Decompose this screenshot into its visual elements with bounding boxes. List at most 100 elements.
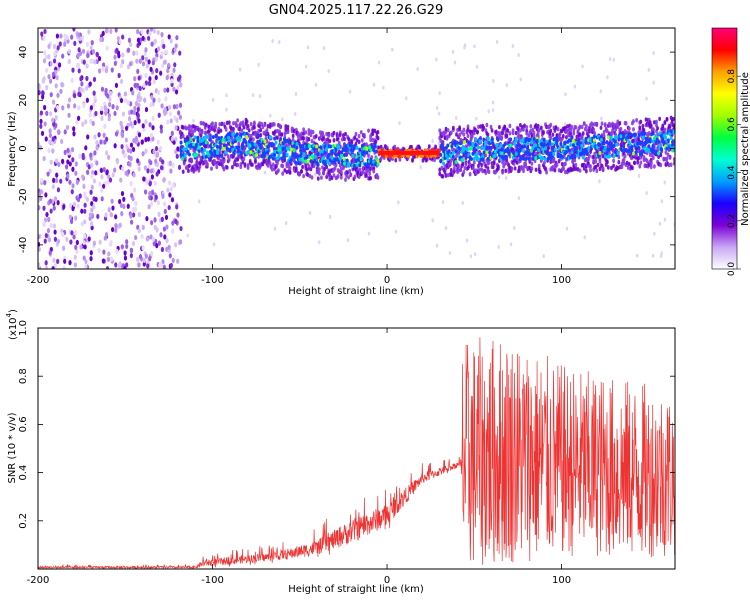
spectrogram-band-core <box>672 130 675 135</box>
spectrogram-noise-cell <box>75 179 80 185</box>
spectrogram-noise-cell <box>73 254 77 260</box>
spectrogram-noise-cell <box>110 198 114 204</box>
spectrogram-band-core <box>298 161 302 166</box>
spectrogram-faint-cell <box>284 221 288 226</box>
spectrogram-noise-cell <box>106 179 110 185</box>
spectrogram-noise-cell <box>93 150 97 156</box>
spectrogram-noise-cell <box>154 194 158 200</box>
spectrogram-noise-cell <box>119 177 123 183</box>
spectrogram-band-halo <box>284 130 288 135</box>
spectrogram-band-halo <box>300 131 303 136</box>
spectrogram-band-halo <box>589 167 592 173</box>
spectrogram-noise-cell <box>149 132 154 138</box>
spectrogram-band-halo <box>593 122 597 127</box>
spectrogram-noise-cell <box>40 130 45 137</box>
spectrogram-band-halo <box>214 124 218 130</box>
spectrogram-noise-cell <box>149 66 153 72</box>
spectrogram-noise-cell <box>99 109 104 115</box>
spectrogram-band-core <box>570 153 574 158</box>
spectrogram-band-core <box>598 142 602 147</box>
spectrogram-noise-cell <box>141 224 145 231</box>
spectrogram-faint-cell <box>258 94 262 99</box>
spectrogram-noise-cell <box>137 262 141 268</box>
spectrogram-band-core <box>183 152 187 157</box>
spectrogram-band-core <box>567 148 571 153</box>
spectrogram-band-core <box>485 150 489 155</box>
spectrogram-band-core <box>299 148 303 153</box>
spectrogram-noise-cell <box>68 260 72 266</box>
svg-text:(x104): (x104) <box>5 309 19 340</box>
spectrogram-band-core <box>241 142 245 147</box>
spectrogram-noise-cell <box>118 261 122 267</box>
spectrogram-band-core <box>592 138 596 143</box>
spectrogram-band-core <box>612 144 616 149</box>
spectrogram-band-core <box>204 154 208 159</box>
spectrogram-band-halo <box>602 133 606 139</box>
spectrogram-noise-cell <box>127 37 132 43</box>
spectrogram-faint-cell <box>600 116 603 121</box>
spectrogram-faint-cell <box>454 115 458 120</box>
spectrogram-band-halo <box>584 168 588 174</box>
spectrogram-band-halo <box>517 137 521 142</box>
spectrogram-marks <box>38 28 675 269</box>
spectrogram-noise-cell <box>44 136 48 142</box>
spectrogram-band-core <box>559 141 563 146</box>
spectrogram-band-core <box>472 146 476 151</box>
spectrogram-noise-cell <box>100 105 104 112</box>
spectrogram-noise-cell <box>155 68 159 74</box>
spectrogram-noise-cell <box>47 147 51 154</box>
spectrogram-noise-cell <box>105 266 110 269</box>
spectrogram-band-core <box>472 157 476 162</box>
spectrogram-band-core <box>535 139 539 144</box>
spectrogram-noise-cell <box>151 236 156 242</box>
spectrogram-band-core <box>616 151 620 156</box>
spectrogram-noise-cell <box>136 37 141 43</box>
spectrogram-band-halo <box>265 139 269 144</box>
spectrogram-band-core <box>534 147 538 152</box>
spectrogram-band-halo <box>312 163 316 169</box>
spectrogram-noise-cell <box>92 90 96 96</box>
spectrogram-band-halo <box>280 132 284 137</box>
spectrogram-band-halo <box>326 137 330 142</box>
spectrogram-band-halo <box>641 123 645 129</box>
spectrogram-noise-cell <box>74 161 78 167</box>
spectrogram-noise-cell <box>56 104 60 111</box>
spectrogram-band-halo <box>355 137 359 143</box>
spectrogram-band-core <box>456 141 460 146</box>
spectrogram-band-core <box>328 144 332 149</box>
spectrogram-noise-cell <box>115 47 119 53</box>
spectrogram-noise-cell <box>137 91 141 97</box>
spectrogram-band-halo <box>236 157 240 162</box>
colorbar-label: Normalized spectral amplitude <box>740 72 750 226</box>
spectrogram-band-halo <box>276 128 279 134</box>
spectrogram-noise-cell <box>53 50 57 57</box>
spectrogram-band-halo <box>239 121 243 126</box>
spectrogram-band-core <box>521 156 525 161</box>
spectrogram-noise-cell <box>109 28 113 34</box>
spectrogram-band-halo <box>672 157 675 162</box>
spectrogram-noise-cell <box>119 78 124 84</box>
spectrogram-band-core <box>282 151 286 156</box>
spectrogram-noise-cell <box>129 41 133 48</box>
spectrogram-band-core <box>563 141 567 146</box>
spectrogram-band-halo <box>241 120 245 125</box>
snr-ytick-label: 0.8 <box>18 368 29 384</box>
spectrogram-noise-cell <box>98 181 102 187</box>
spectrogram-faint-cell <box>435 243 439 248</box>
spectrogram-band-halo <box>503 125 507 130</box>
spectrogram-band-halo <box>219 128 223 133</box>
spectrogram-noise-cell <box>126 203 130 209</box>
spectrogram-noise-cell <box>176 146 180 152</box>
spectrogram-noise-cell <box>115 248 119 254</box>
spectrogram-noise-cell <box>51 99 56 105</box>
spectrogram-band-halo <box>361 169 365 175</box>
spectrogram-band-core <box>204 140 208 145</box>
spectrogram-band-core <box>363 162 367 167</box>
spectrogram-noise-cell <box>51 184 55 190</box>
spectrogram-band-halo <box>286 129 290 135</box>
spectrogram-faint-cell <box>448 251 452 256</box>
spectrogram-band-halo <box>606 165 610 170</box>
spectrogram-noise-cell <box>176 212 180 218</box>
spectrogram-noise-cell <box>68 179 72 185</box>
spectrogram-noise-cell <box>83 202 87 208</box>
